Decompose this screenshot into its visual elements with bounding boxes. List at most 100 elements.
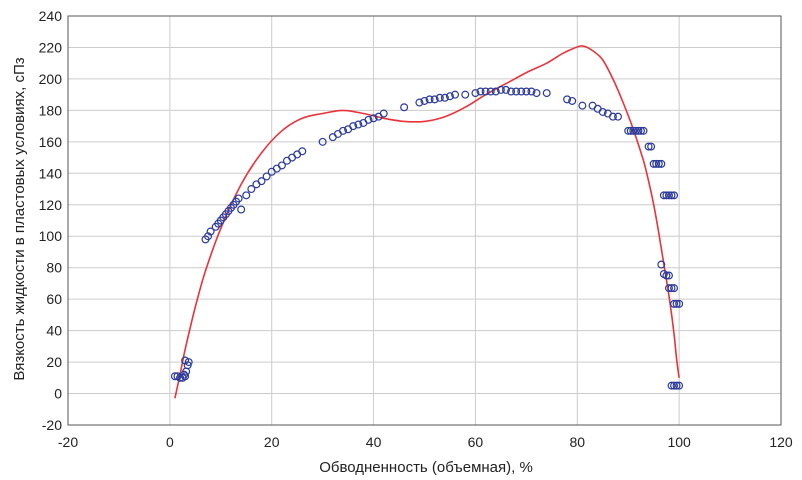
y-tick-label: 220 [39, 39, 63, 55]
data-point [631, 126, 640, 135]
data-point [369, 114, 378, 123]
data-point [563, 95, 572, 104]
data-point [257, 177, 266, 186]
data-point [400, 103, 409, 112]
data-point [667, 381, 676, 390]
x-tick-label: 100 [667, 434, 691, 450]
x-tick-label: 120 [769, 434, 793, 450]
x-tick-label: 80 [569, 434, 585, 450]
data-point [672, 299, 681, 308]
y-tick-label: 140 [39, 165, 63, 181]
y-tick-label: 0 [54, 386, 62, 402]
y-axis-label: Вязкость жидкости в пластовых условиях, … [11, 57, 28, 380]
data-point [354, 120, 363, 129]
data-point [277, 161, 286, 170]
data-point [451, 90, 460, 99]
data-point [181, 356, 190, 365]
x-tick-label: 0 [166, 434, 174, 450]
data-point [364, 115, 373, 124]
data-point [180, 370, 189, 379]
data-point [349, 122, 358, 131]
data-point [430, 95, 439, 104]
grid [67, 15, 782, 426]
data-point [491, 87, 500, 96]
data-point [644, 142, 653, 151]
data-point [639, 126, 648, 135]
data-point [675, 299, 684, 308]
data-point [501, 85, 510, 94]
data-point [542, 89, 551, 98]
data-point [507, 87, 516, 96]
x-tick-label: -20 [58, 434, 78, 450]
data-point [675, 381, 684, 390]
data-point [522, 87, 531, 96]
data-point [206, 227, 215, 236]
data-point [262, 172, 271, 181]
data-point [657, 260, 666, 269]
data-point [664, 271, 673, 280]
x-tick-label: 40 [366, 434, 382, 450]
x-axis-label: Обводненность (объемная), % [319, 459, 533, 476]
data-point [237, 205, 246, 214]
y-tick-label: 160 [39, 134, 63, 150]
data-point [298, 147, 307, 156]
data-point [318, 137, 327, 146]
y-tick-label: 120 [39, 197, 63, 213]
data-point [614, 112, 623, 121]
data-point [527, 87, 536, 96]
data-point [670, 299, 679, 308]
data-point [626, 126, 635, 135]
data-point [461, 90, 470, 99]
data-point [481, 87, 490, 96]
fit-curve [174, 45, 680, 399]
data-point [471, 89, 480, 98]
data-point [435, 93, 444, 102]
y-tick-label: 40 [46, 323, 62, 339]
data-point [339, 126, 348, 135]
data-point [578, 101, 587, 110]
data-point [672, 381, 681, 390]
x-tick-label: 60 [468, 434, 484, 450]
data-point [415, 98, 424, 107]
y-tick-label: 180 [39, 102, 63, 118]
y-tick-label: 80 [46, 260, 62, 276]
data-point [657, 159, 666, 168]
data-point [598, 107, 607, 116]
data-point [652, 159, 661, 168]
data-point [532, 89, 541, 98]
data-point [624, 126, 633, 135]
data-point [659, 191, 668, 200]
data-point [247, 185, 256, 194]
data-point [184, 358, 193, 367]
data-point [634, 126, 643, 135]
data-point [670, 284, 679, 293]
data-point [654, 159, 663, 168]
y-tick-label: 240 [39, 8, 63, 24]
data-point [476, 87, 485, 96]
data-point [568, 96, 577, 105]
data-point [170, 372, 179, 381]
data-point [636, 126, 645, 135]
data-point [667, 191, 676, 200]
data-point [608, 112, 617, 121]
data-point [664, 191, 673, 200]
y-tick-label: 200 [39, 71, 63, 87]
data-point [667, 284, 676, 293]
data-point [629, 126, 638, 135]
data-point [234, 194, 243, 203]
data-point [517, 87, 526, 96]
data-point [496, 85, 505, 94]
data-point [670, 381, 679, 390]
data-point [420, 96, 429, 105]
data-point [486, 87, 495, 96]
plot-frame [67, 15, 782, 426]
data-point [379, 109, 388, 118]
data-point [664, 284, 673, 293]
y-tick-label: 20 [46, 354, 62, 370]
data-point [181, 372, 190, 381]
data-point [662, 271, 671, 280]
data-point [670, 191, 679, 200]
data-point [425, 95, 434, 104]
